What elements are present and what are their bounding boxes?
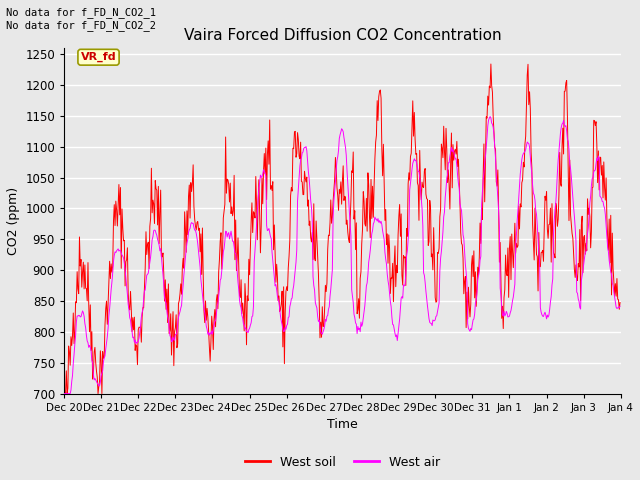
Line: West air: West air — [64, 117, 620, 394]
Y-axis label: CO2 (ppm): CO2 (ppm) — [6, 187, 20, 255]
Text: No data for f_FD_N_CO2_1
No data for f_FD_N_CO2_2: No data for f_FD_N_CO2_1 No data for f_F… — [6, 7, 156, 31]
West air — [184, 237, 191, 242]
West air — [426, 320, 434, 325]
West soil — [60, 391, 68, 396]
West soil — [426, 198, 434, 204]
West air — [616, 303, 624, 309]
West soil — [70, 341, 78, 347]
X-axis label: Time: Time — [327, 418, 358, 431]
Line: West soil: West soil — [64, 64, 620, 394]
West air — [410, 158, 417, 164]
West air — [70, 352, 78, 358]
West air — [60, 391, 68, 396]
West soil — [213, 292, 221, 298]
Title: Vaira Forced Diffusion CO2 Concentration: Vaira Forced Diffusion CO2 Concentration — [184, 28, 501, 43]
West soil — [487, 61, 495, 67]
Text: VR_fd: VR_fd — [81, 52, 116, 62]
West soil — [410, 133, 417, 139]
West air — [486, 114, 494, 120]
West soil — [184, 232, 191, 238]
Legend: West soil, West air: West soil, West air — [239, 451, 445, 474]
West soil — [616, 300, 624, 305]
West air — [213, 303, 221, 309]
West soil — [127, 306, 135, 312]
West air — [127, 324, 135, 330]
